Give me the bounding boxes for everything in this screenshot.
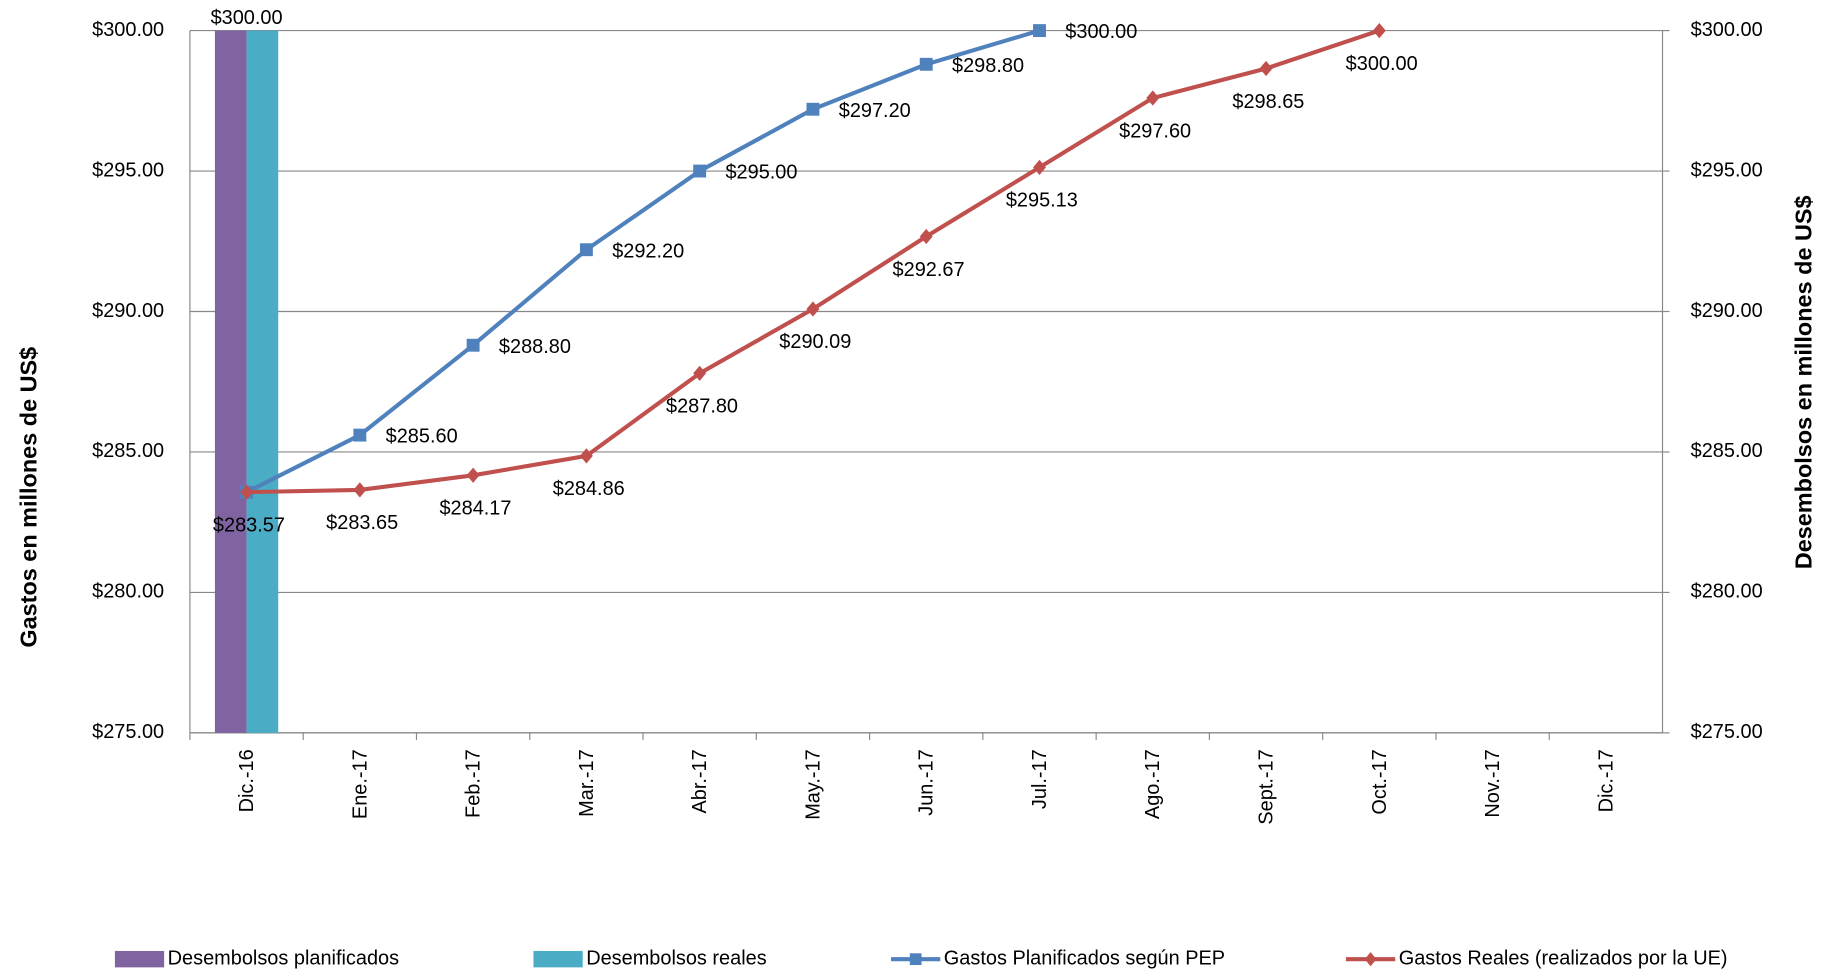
line-marker [1259, 60, 1273, 77]
x-tick-label: Sept.-17 [1255, 749, 1277, 824]
y-axis-title: Gastos en millones de US$ [16, 347, 42, 648]
y2-tick-label: $295.00 [1691, 159, 1763, 181]
line-marker [909, 953, 922, 966]
data-label: $295.13 [1006, 190, 1078, 212]
line-marker [240, 484, 254, 500]
y2-tick-label: $290.00 [1691, 300, 1763, 322]
line-marker [919, 57, 933, 71]
line-marker [1033, 159, 1046, 176]
bar [246, 30, 279, 733]
line-marker [579, 243, 593, 257]
y2-tick-label: $300.00 [1691, 19, 1763, 41]
line-marker [1372, 22, 1386, 39]
data-label: $300.00 [1346, 53, 1418, 75]
data-label: $300.00 [211, 7, 283, 29]
line-marker [353, 428, 367, 442]
x-tick-label: Dic.-17 [1595, 749, 1617, 812]
y2-tick-label: $275.00 [1691, 721, 1763, 743]
data-label: $298.80 [952, 55, 1024, 77]
line [246, 28, 1380, 495]
x-tick-label: Nov.-17 [1482, 749, 1504, 817]
data-label: $285.60 [386, 426, 458, 448]
data-label: $283.65 [326, 512, 398, 534]
legend-label: Desembolsos reales [586, 947, 767, 969]
x-tick-label: Abr.-17 [689, 749, 711, 813]
y-tick-label: $285.00 [92, 440, 164, 462]
data-label: $292.67 [893, 259, 965, 281]
legend-label: Gastos Reales (realizados por la UE) [1399, 947, 1728, 969]
y-tick-label: $295.00 [92, 159, 164, 181]
line-marker [1033, 24, 1046, 38]
legend-swatch [533, 950, 583, 968]
data-label: $295.00 [725, 162, 797, 184]
legend-label: Desembolsos planificados [168, 947, 399, 969]
x-tick-label: Jun.-17 [916, 749, 938, 815]
line-marker [919, 228, 933, 245]
x-tick-label: Oct.-17 [1369, 749, 1391, 814]
line-marker [693, 164, 707, 178]
x-tick-label: Dic.-16 [236, 749, 258, 812]
legend-swatch [114, 950, 165, 968]
line-marker [693, 365, 707, 381]
y-tick-label: $275.00 [92, 721, 164, 743]
data-label: $298.65 [1232, 91, 1304, 113]
y-tick-label: $290.00 [92, 300, 164, 322]
bar [214, 30, 247, 733]
data-label: $292.20 [612, 240, 684, 262]
data-label: $290.09 [779, 331, 851, 353]
y2-axis-title: Desembolsos en millones de US$ [1791, 195, 1817, 569]
line-marker [466, 467, 480, 483]
x-tick-label: Ene.-17 [349, 749, 371, 819]
x-tick-label: Ago.-17 [1142, 749, 1164, 819]
line-marker [466, 338, 480, 352]
x-tick-label: Jul.-17 [1029, 749, 1051, 809]
y-tick-label: $280.00 [92, 581, 164, 603]
data-label: $284.17 [439, 498, 511, 520]
x-tick-label: May.-17 [802, 749, 824, 820]
line [245, 28, 1041, 494]
y2-tick-label: $285.00 [1691, 440, 1763, 462]
data-label: $284.86 [553, 478, 625, 500]
data-label: $297.60 [1119, 120, 1191, 142]
line-marker [353, 482, 367, 498]
x-tick-label: Mar.-17 [576, 749, 598, 817]
data-label: $287.80 [666, 396, 738, 418]
line-marker [1364, 952, 1377, 967]
y2-tick-label: $280.00 [1691, 581, 1763, 603]
data-label: $288.80 [499, 336, 571, 358]
data-label: $297.20 [839, 100, 911, 122]
data-label: $300.00 [1065, 21, 1137, 43]
y-tick-label: $300.00 [92, 19, 164, 41]
data-label: $283.57 [213, 514, 285, 536]
line-marker [806, 301, 820, 317]
line-marker [806, 102, 820, 116]
x-tick-label: Feb.-17 [463, 749, 485, 818]
line-marker [1146, 90, 1160, 106]
legend-label: Gastos Planificados según PEP [944, 947, 1225, 969]
